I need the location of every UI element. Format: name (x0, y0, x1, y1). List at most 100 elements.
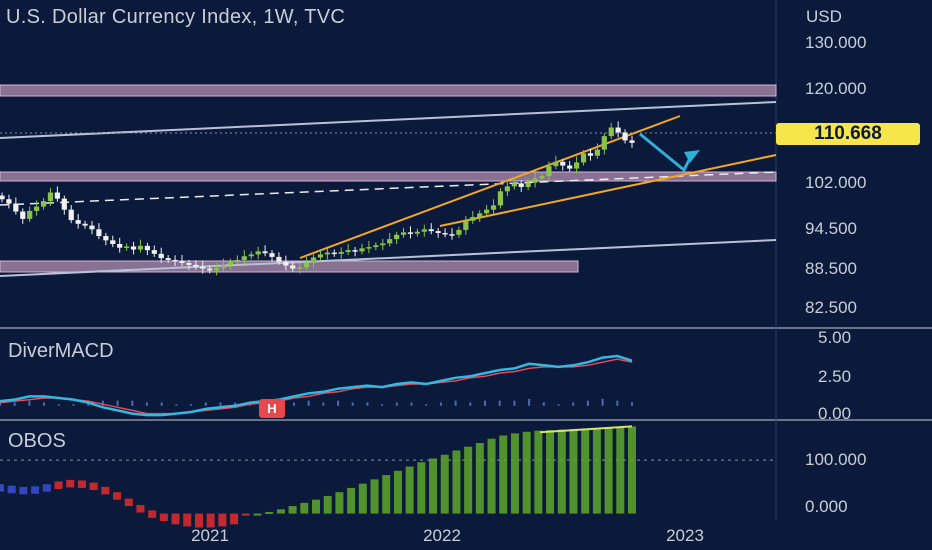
candle-body (366, 247, 372, 249)
candle-body (414, 231, 420, 234)
obos-bar (241, 513, 250, 516)
obos-bar (370, 479, 379, 514)
obos-bar (300, 502, 309, 514)
macd-histogram-bar (557, 404, 560, 406)
candle-body (214, 267, 220, 271)
obos-bar (592, 428, 601, 514)
macd-histogram-bar (586, 400, 589, 406)
candle-body (449, 234, 455, 236)
macd-histogram-bar (13, 402, 16, 406)
candle-body (27, 210, 33, 219)
obos-bar (124, 498, 133, 507)
price-tick-label: 102.000 (805, 173, 866, 192)
macd-histogram-bar (175, 404, 178, 406)
candle-body (560, 161, 566, 166)
candle-body (68, 209, 74, 221)
obos-bar (604, 427, 613, 514)
x-tick-label: 2023 (666, 526, 704, 545)
candle-body (484, 209, 490, 214)
obos-bar (312, 499, 320, 514)
candle-body (594, 149, 600, 156)
obos-bar (569, 429, 578, 514)
macd-histogram-bar (601, 398, 604, 406)
channel-upper-line (0, 101, 777, 139)
candle-body (6, 199, 12, 204)
candle-body (435, 231, 441, 233)
macd-histogram-bar (116, 400, 119, 406)
candle-body (456, 229, 462, 235)
macd-histogram-bar (337, 400, 340, 406)
macd-histogram-bar (87, 402, 90, 406)
candle-body (40, 201, 47, 207)
candle-body (20, 211, 26, 219)
obos-tick-label: 0.000 (805, 497, 848, 516)
candle-body (359, 248, 365, 252)
candle-body (0, 195, 5, 200)
macd-histogram-bar (101, 400, 104, 406)
candle-body (331, 252, 337, 255)
obos-bar (171, 513, 180, 525)
obos-bar (616, 426, 625, 514)
candle-body (428, 229, 434, 232)
candle-body (310, 257, 317, 264)
candle-body (54, 192, 60, 199)
candle-body (546, 166, 552, 176)
macd-histogram-bar (395, 402, 398, 406)
candle-body (165, 258, 171, 260)
obos-bar (417, 462, 426, 514)
obos-bar (393, 470, 402, 514)
candle-body (207, 268, 213, 271)
candle-body (234, 259, 240, 262)
candle-body (241, 256, 247, 260)
price-tick-label: 120.000 (805, 79, 866, 98)
obos-bar (522, 431, 531, 514)
candle-body (622, 132, 628, 141)
candle-body (151, 250, 157, 254)
macd-signal-line (0, 358, 633, 415)
candle-body (193, 264, 199, 267)
obos-bar (276, 509, 285, 514)
candle-body (400, 232, 407, 235)
candle-body (380, 243, 386, 246)
obos-bar (335, 492, 344, 514)
candle-body (407, 232, 414, 234)
macd-tick-label: 2.50 (818, 367, 851, 386)
candle-body (276, 256, 282, 262)
obos-bar (288, 506, 297, 514)
obos-bar (429, 458, 438, 514)
macd-histogram-bar (57, 404, 60, 406)
obos-bar (66, 479, 75, 488)
macd-histogram-bar (131, 400, 134, 406)
candle-body (532, 178, 538, 183)
candle-body (580, 153, 587, 163)
obos-bar (487, 438, 496, 514)
candle-body (47, 192, 54, 202)
candle-body (255, 251, 261, 255)
candle-body (615, 127, 621, 133)
candle-body (608, 127, 614, 137)
macd-histogram-bar (234, 402, 237, 406)
obos-bar (101, 486, 110, 495)
candle-body (220, 264, 227, 268)
candle-body (144, 245, 150, 251)
candle-body (338, 251, 344, 254)
obos-bar (194, 513, 203, 528)
macd-h-badge[interactable]: H (259, 399, 285, 418)
candle-body (421, 229, 427, 232)
macd-histogram-bar (160, 402, 163, 406)
candle-body (248, 254, 254, 257)
macd-histogram-bar (572, 402, 575, 406)
obos-bar (510, 433, 519, 514)
macd-histogram-bar (43, 402, 46, 406)
candle-body (200, 266, 206, 269)
candle-body (373, 245, 379, 248)
candle-body (470, 217, 476, 221)
macd-histogram-bar (498, 400, 501, 406)
candle-body (96, 229, 102, 237)
candle-body (269, 253, 275, 257)
macd-histogram-bar (145, 402, 148, 406)
obos-bar (464, 446, 473, 514)
macd-tick-label: 5.00 (818, 328, 851, 347)
